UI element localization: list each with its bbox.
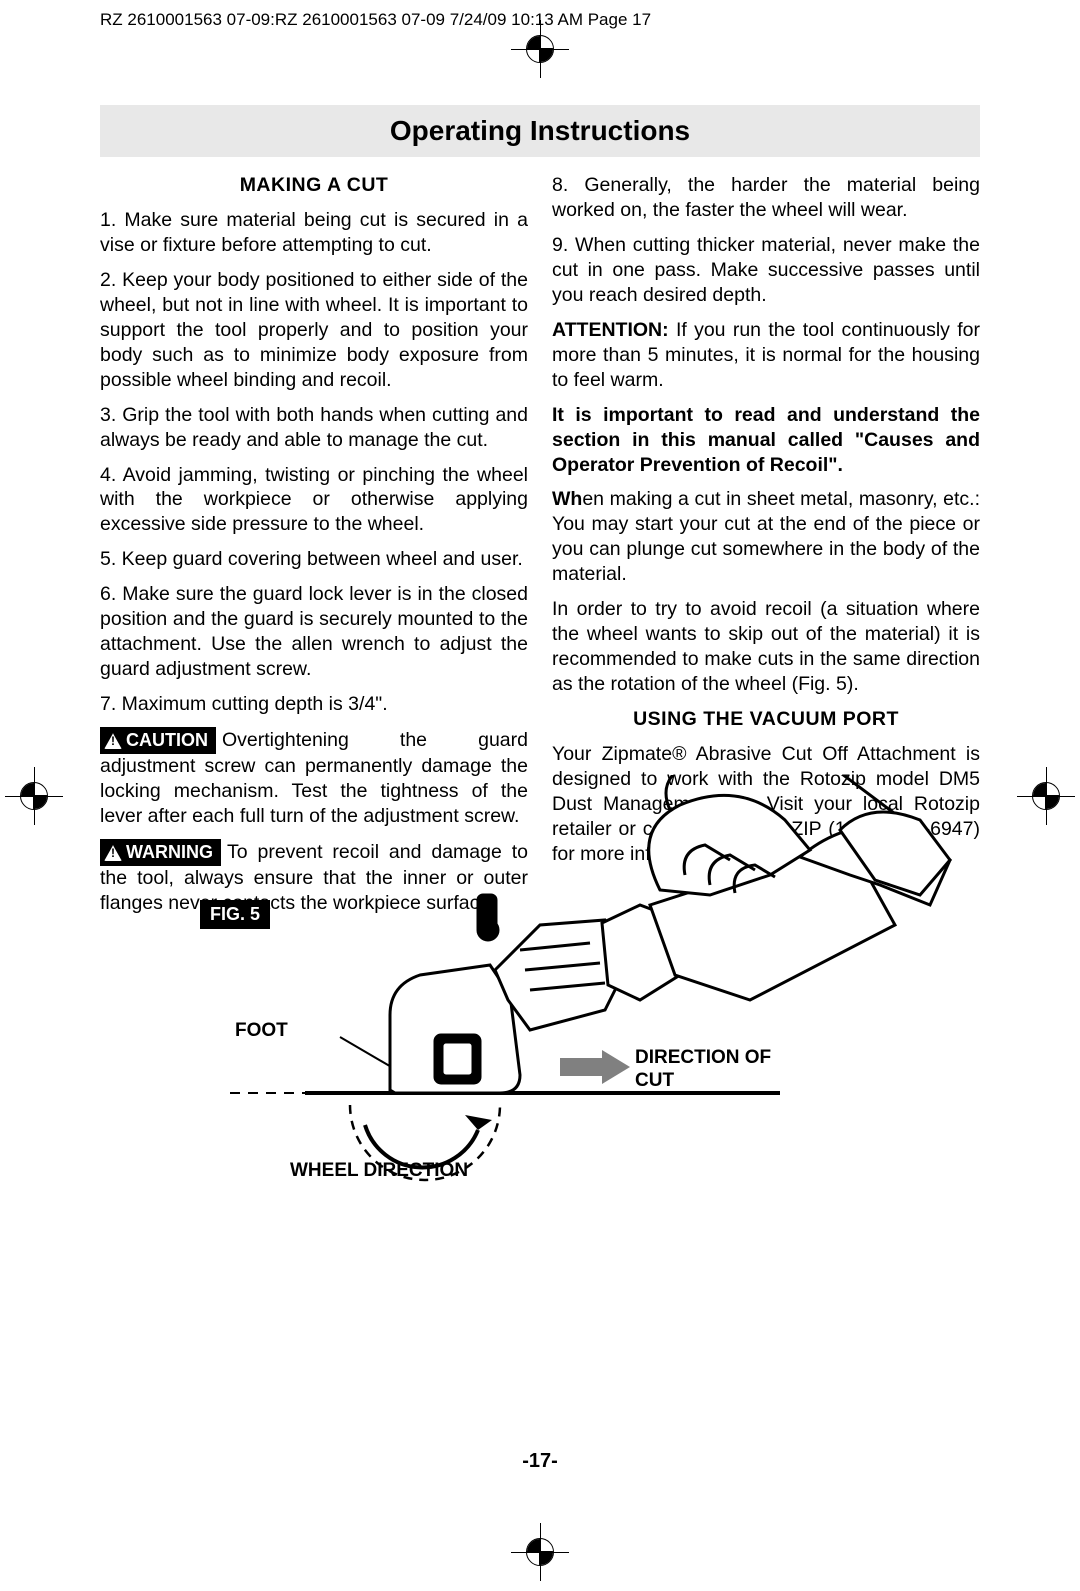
attention-label: ATTENTION: [552, 319, 669, 341]
page-title: Operating Instructions [100, 105, 980, 157]
registration-mark-right-icon [1027, 777, 1065, 815]
instruction-1: 1. Make sure material being cut is secur… [100, 208, 528, 258]
attention-paragraph: ATTENTION: If you run the tool continuou… [552, 318, 980, 393]
section-heading-vacuum: USING THE VACUUM PORT [552, 707, 980, 732]
direction-arrow-icon [560, 1050, 630, 1084]
registration-mark-top-icon [521, 30, 559, 68]
registration-mark-bottom-icon [521, 1533, 559, 1571]
instruction-6: 6. Make sure the guard lock lever is in … [100, 582, 528, 682]
instruction-4: 4. Avoid jamming, twisting or pinching t… [100, 463, 528, 538]
bold-notice: It is important to read and understand t… [552, 403, 980, 478]
figure-5: FIG. 5 [100, 820, 980, 1320]
cut-start-text: en making a cut in sheet metal, masonry,… [552, 488, 980, 585]
instruction-recoil: In order to try to avoid recoil (a situa… [552, 597, 980, 697]
wheel-direction-callout: WHEEL DIRECTION [290, 1160, 468, 1182]
instruction-7: 7. Maximum cutting depth is 3/4". [100, 692, 528, 717]
direction-callout: DIRECTION OFCUT [635, 1047, 771, 1093]
foot-callout: FOOT [235, 1020, 288, 1042]
instruction-5: 5. Keep guard covering between wheel and… [100, 547, 528, 572]
instruction-3: 3. Grip the tool with both hands when cu… [100, 403, 528, 453]
instruction-cut-start: When making a cut in sheet metal, masonr… [552, 487, 980, 587]
instruction-9: 9. When cutting thicker material, never … [552, 233, 980, 308]
instruction-2: 2. Keep your body positioned to either s… [100, 268, 528, 393]
page-number: -17- [522, 1450, 558, 1473]
registration-mark-left-icon [15, 777, 53, 815]
caution-icon: CAUTION [100, 727, 216, 754]
print-header: RZ 2610001563 07-09:RZ 2610001563 07-09 … [100, 10, 651, 30]
instruction-8: 8. Generally, the harder the material be… [552, 173, 980, 223]
bold-lead: Wh [552, 488, 582, 510]
section-heading-making-cut: MAKING A CUT [100, 173, 528, 198]
